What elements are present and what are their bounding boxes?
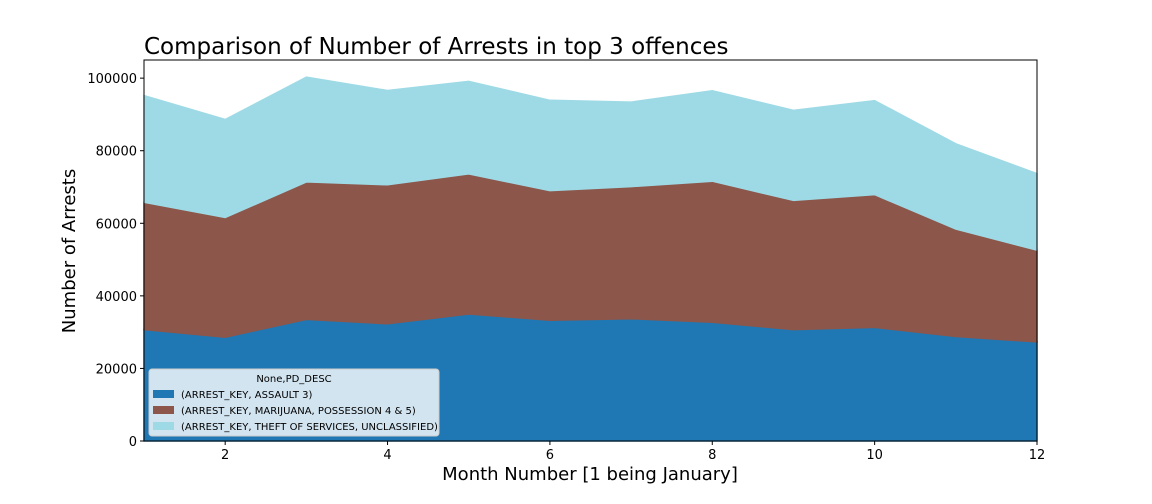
x-tick-label: 4 (383, 448, 391, 463)
y-tick-label: 80000 (96, 145, 137, 160)
x-tick-label: 10 (866, 448, 883, 463)
legend-swatch (153, 422, 174, 430)
x-tick-label: 12 (1029, 448, 1046, 463)
legend-swatch (153, 390, 174, 398)
x-axis: 2 4 6 8 10 12 (221, 441, 1045, 463)
y-tick-label: 20000 (96, 362, 137, 377)
legend-swatch (153, 406, 174, 414)
legend-items: (ARREST_KEY, ASSAULT 3) (ARREST_KEY, MARI… (153, 390, 438, 433)
chart-title: Comparison of Number of Arrests in top 3… (144, 34, 729, 60)
y-tick-label: 0 (129, 435, 137, 450)
plot-frame (143, 59, 1038, 442)
legend-title: None,PD_DESC (256, 374, 331, 385)
y-tick-label: 60000 (96, 217, 137, 232)
x-tick-label: 6 (546, 448, 554, 463)
y-axis-label: Number of Arrests (59, 169, 80, 333)
legend-box (148, 368, 440, 437)
legend-entry-label: (ARREST_KEY, MARIJUANA, POSSESSION 4 & 5… (181, 406, 416, 417)
x-tick-label: 2 (221, 448, 229, 463)
x-tick-label: 8 (708, 448, 716, 463)
legend-entry-label: (ARREST_KEY, THEFT OF SERVICES, UNCLASSI… (181, 422, 438, 433)
legend-entry-label: (ARREST_KEY, ASSAULT 3) (181, 390, 312, 401)
y-tick-label: 40000 (96, 290, 137, 305)
legend: None,PD_DESC (ARREST_KEY, ASSAULT 3)(ARR… (148, 368, 440, 437)
y-axis: 0 20000 40000 60000 80000 100000 (87, 72, 144, 450)
y-tick-label: 100000 (87, 72, 137, 87)
x-axis-label: Month Number [1 being January] (442, 464, 738, 485)
